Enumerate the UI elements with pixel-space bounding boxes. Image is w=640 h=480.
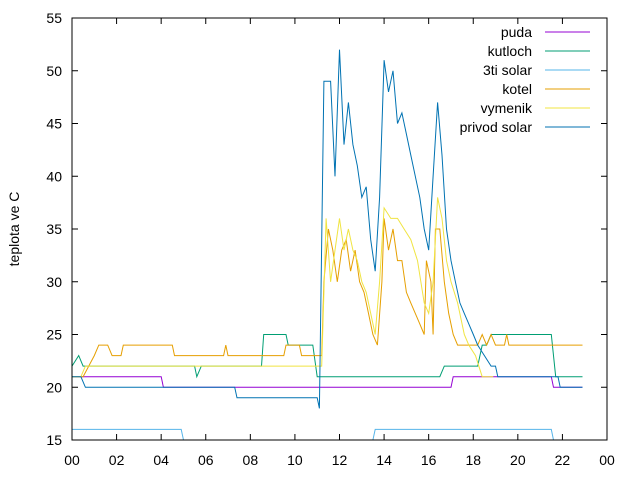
x-tick-label: 10	[287, 452, 303, 468]
series-line-kotel	[72, 218, 583, 378]
legend-label: vymenik	[481, 100, 533, 116]
x-tick-label: 04	[153, 452, 169, 468]
y-tick-label: 15	[46, 432, 62, 448]
y-axis-label: teplota ve C	[6, 192, 22, 267]
x-tick-label: 02	[109, 452, 125, 468]
y-tick-label: 30	[46, 274, 62, 290]
legend-label: privod solar	[460, 119, 533, 135]
y-tick-label: 35	[46, 221, 62, 237]
legend-label: puda	[501, 24, 532, 40]
legend: puda kutloch 3ti solar kotel vymenik privod s…	[460, 24, 590, 135]
x-tick-label: 22	[555, 452, 571, 468]
series-layer	[71, 49, 583, 441]
series-line-kutloch	[71, 334, 583, 379]
x-tick-label: 16	[421, 452, 437, 468]
y-tick-label: 20	[46, 379, 62, 395]
x-tick-label: 18	[465, 452, 481, 468]
ticks-layer: 00 02 04 06 08 10 12 14 16 18 20 22 0015202530354045…	[46, 10, 615, 468]
x-tick-label: 14	[376, 452, 392, 468]
y-tick-label: 50	[46, 63, 62, 79]
legend-label: kutloch	[488, 43, 532, 59]
y-tick-label: 40	[46, 168, 62, 184]
x-tick-label: 06	[198, 452, 214, 468]
legend-label: 3ti solar	[483, 62, 532, 78]
x-tick-label: 08	[243, 452, 259, 468]
legend-label: kotel	[502, 81, 532, 97]
y-tick-label: 45	[46, 116, 62, 132]
series-line-puda	[72, 376, 583, 388]
y-tick-label: 55	[46, 10, 62, 26]
series-line-vymenik	[72, 197, 494, 378]
x-tick-label: 00	[64, 452, 80, 468]
x-tick-label: 20	[510, 452, 526, 468]
x-tick-label: 00	[599, 452, 615, 468]
series-line-privod-solar	[72, 49, 583, 409]
series-line-3ti-solar	[72, 428, 583, 441]
x-tick-label: 12	[332, 452, 348, 468]
y-tick-label: 25	[46, 327, 62, 343]
